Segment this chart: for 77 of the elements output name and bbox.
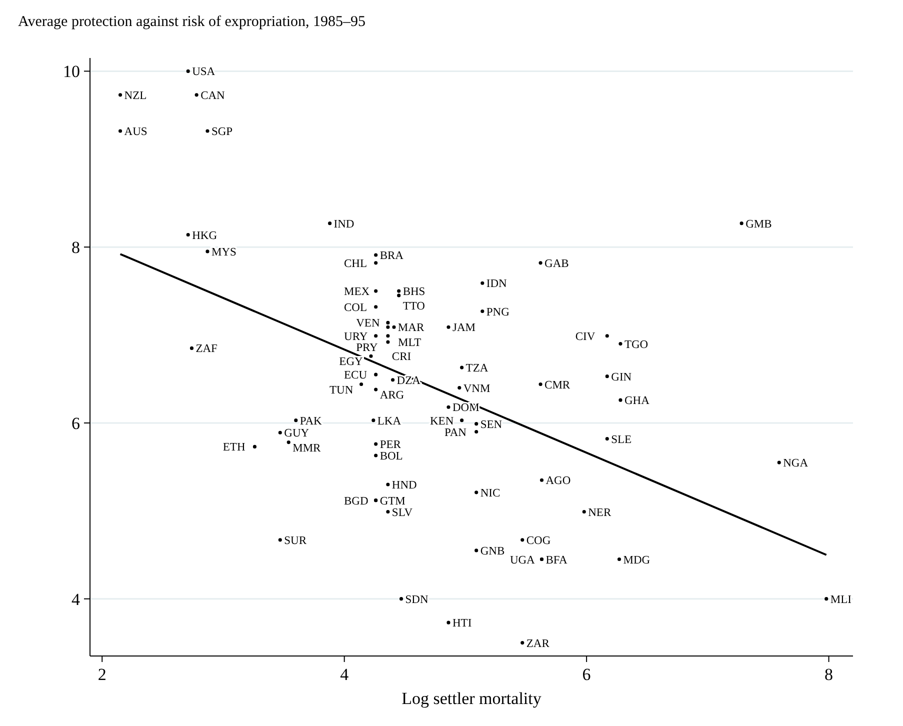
data-label: NER [588, 506, 612, 519]
data-label: SUR [284, 534, 307, 547]
data-label: MLT [398, 337, 422, 350]
data-label: BGD [344, 495, 368, 508]
data-label: MMR [292, 442, 322, 454]
data-label: GTM [380, 495, 406, 508]
data-label: GIN [611, 371, 632, 384]
data-label: ZAR [526, 638, 550, 650]
x-tick-label: 2 [98, 665, 106, 684]
data-label: CAN [200, 90, 226, 102]
data-label: GHA [624, 395, 650, 408]
data-label: BRA [380, 250, 404, 262]
data-label: MAR [398, 322, 424, 334]
x-tick-label: 6 [582, 665, 591, 684]
data-label: TUN [329, 384, 354, 396]
data-label: COL [344, 302, 368, 314]
data-label: PRY [356, 342, 379, 354]
data-label: PAK [300, 415, 323, 428]
data-label: TTO [402, 300, 425, 312]
data-label: HND [392, 480, 417, 492]
data-label: CRI [392, 350, 412, 363]
data-label: VNM [463, 382, 490, 395]
data-label: MLI [830, 594, 852, 606]
data-label: IDN [486, 278, 508, 290]
data-label: USA [192, 66, 216, 78]
y-tick-label: 4 [72, 590, 80, 609]
data-label: CMR [544, 379, 570, 392]
data-label: BFA [546, 554, 568, 566]
data-label: EGY [339, 356, 364, 368]
data-label: SLE [611, 434, 632, 446]
data-label: NGA [783, 458, 809, 470]
data-label: ZAF [196, 343, 218, 356]
data-label: URY [344, 330, 368, 343]
data-label: IND [334, 218, 354, 230]
data-label: BHS [402, 286, 426, 298]
data-label: SLV [392, 506, 414, 519]
data-label: PAN [444, 426, 468, 439]
data-label: CHL [344, 258, 368, 270]
data-label: MYS [211, 246, 236, 258]
y-tick-label: 6 [72, 414, 80, 433]
data-label: GUY [284, 428, 310, 440]
data-label: ETH [222, 442, 246, 454]
y-tick-label: 8 [72, 238, 80, 258]
x-tick-label: 8 [824, 665, 834, 684]
data-label: VEN [356, 318, 380, 330]
data-label: TGO [624, 338, 648, 351]
data-label: GAB [544, 258, 570, 270]
data-label: PNG [486, 306, 510, 318]
data-label: GMB [746, 218, 772, 230]
data-label: LKA [377, 415, 402, 428]
chart-title: Average protection against risk of expropriation, 1985–95 [18, 14, 366, 30]
x-tick-label: 4 [340, 665, 350, 684]
data-label: SEN [480, 418, 503, 431]
data-label: GNB [480, 545, 505, 558]
data-label: MDG [623, 554, 650, 566]
data-label: PER [380, 439, 402, 452]
x-axis-title: Log settler mortality [402, 689, 542, 708]
data-label: ECU [344, 370, 368, 382]
data-label: KEN [430, 415, 454, 428]
data-label: MEX [344, 286, 370, 298]
data-label: JAM [452, 322, 476, 334]
data-label: NZL [124, 90, 147, 102]
data-label: NIC [480, 487, 500, 500]
data-label: COG [526, 534, 551, 547]
data-label: UGA [510, 554, 536, 566]
data-label: SDN [405, 594, 429, 606]
data-label: BOL [380, 450, 403, 463]
data-label: AUS [124, 126, 148, 138]
data-label: CIV [575, 330, 596, 343]
data-label: ARG [380, 390, 404, 402]
data-label: HKG [192, 230, 218, 242]
data-label: DOM [452, 402, 480, 414]
y-tick-label: 10 [63, 62, 80, 82]
data-label: TZA [466, 362, 489, 375]
data-label: SGP [211, 126, 233, 138]
data-label: HTI [452, 618, 472, 630]
data-label: AGO [546, 475, 571, 488]
